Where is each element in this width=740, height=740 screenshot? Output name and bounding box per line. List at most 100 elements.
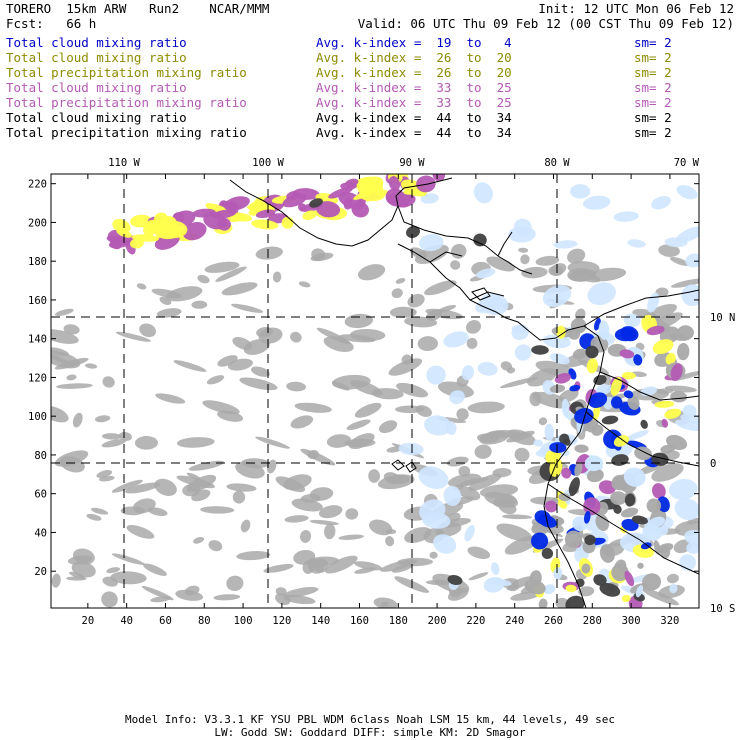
- cloud-cell-lightblue: [475, 297, 504, 314]
- cloud-cell-gray: [486, 256, 515, 272]
- cloud-cell-andes: [621, 372, 636, 380]
- cloud-cell-gray: [467, 546, 491, 560]
- legend-smoothing: sm= 2: [634, 50, 672, 65]
- cloud-cell-gray: [111, 553, 145, 565]
- cloud-cell-andes: [642, 524, 663, 541]
- cloud-cell-gray: [232, 337, 253, 350]
- border-3: [547, 483, 699, 575]
- cloud-cell-andes: [610, 396, 623, 409]
- cloud-cell-andes: [558, 493, 571, 502]
- legend-field-name: Total precipitation mixing ratio: [6, 95, 247, 110]
- cloud-cell-gray: [155, 393, 186, 404]
- cloud-cell-andes: [621, 594, 631, 603]
- cloud-cell-gray: [655, 287, 669, 298]
- cloud-cell-andes: [541, 547, 554, 560]
- cloud-core-dark: [531, 345, 549, 355]
- cloud-core-dark: [593, 375, 607, 385]
- cloud-cell-band: [351, 201, 369, 218]
- coastlines: [229, 177, 699, 608]
- cloud-cell-lightblue: [669, 583, 678, 594]
- cloud-cell-andes: [561, 398, 570, 418]
- cloud-cell-gray: [300, 448, 336, 466]
- legend-smoothing: sm= 2: [634, 35, 672, 50]
- cloud-core-dark: [601, 415, 619, 425]
- cloud-cell-gray: [535, 255, 560, 266]
- cloud-cell-andes: [620, 507, 639, 518]
- cloud-cell-andes: [574, 461, 583, 477]
- legend-kindex: Avg. k-index = 44 to 34: [316, 110, 512, 125]
- cloud-cell-gray: [338, 534, 364, 540]
- legend-row: Total cloud mixing ratio Avg. k-index = 4…: [6, 111, 734, 126]
- cloud-cell-gray: [101, 439, 126, 448]
- cloud-cell-gray: [275, 587, 287, 596]
- cloud-cell-gray: [310, 252, 334, 262]
- cloud-cell-gray: [538, 417, 548, 426]
- cloud-cell-lightblue: [426, 365, 446, 385]
- lat-label: 0: [710, 458, 716, 470]
- cloud-cell-gray: [283, 586, 319, 598]
- legend-row: Total precipitation mixing ratio Avg. k-i…: [6, 96, 734, 111]
- cloud-cell-andes: [583, 511, 591, 524]
- cloud-cell-gray: [102, 376, 115, 388]
- lat-label: 10 N: [710, 312, 735, 324]
- cloud-cell-gray: [324, 555, 358, 574]
- cloud-cell-andes: [549, 442, 567, 454]
- cloud-cell-lightblue: [553, 240, 578, 249]
- cloud-cell-andes: [670, 363, 683, 381]
- x-tick-label: 60: [159, 615, 172, 627]
- cloud-cell-gray: [446, 456, 469, 467]
- legend-smoothing: sm= 2: [634, 110, 672, 125]
- legend-row: Total cloud mixing ratio Avg. k-index = 3…: [6, 81, 734, 96]
- cloud-cell-lightblue: [475, 268, 496, 279]
- cloud-cell-andes: [574, 407, 594, 424]
- cloud-core-dark: [447, 574, 463, 586]
- cloud-cell-andes: [569, 384, 581, 392]
- cloud-cell-andes: [531, 532, 549, 550]
- cloud-cell-andes: [610, 491, 627, 505]
- cloud-cell-gray: [110, 571, 147, 585]
- lon-label: 90 W: [399, 157, 425, 169]
- cloud-core-dark: [406, 225, 420, 239]
- cloud-cell-gray: [200, 506, 235, 514]
- cloud-cell-andes: [570, 318, 587, 334]
- cloud-cell-gray: [389, 306, 417, 318]
- x-tick-label: 140: [311, 615, 330, 627]
- cloud-cell-gray: [670, 278, 699, 288]
- cloud-cell-gray: [150, 596, 171, 603]
- cloud-cell-andes: [595, 514, 610, 532]
- cloud-cell-gray: [309, 487, 334, 501]
- cloud-cell-lightblue: [570, 184, 591, 199]
- cloud-cell-andes: [654, 400, 675, 408]
- cloud-cell-gray: [466, 337, 478, 349]
- x-tick-label: 80: [198, 615, 211, 627]
- cloud-cell-band: [388, 176, 401, 191]
- legend-field-name: Total cloud mixing ratio: [6, 50, 187, 65]
- cloud-cell-gray: [567, 268, 595, 282]
- cloud-cell-gray: [474, 444, 492, 459]
- cloud-cell-andes: [588, 392, 608, 408]
- cloud-cell-gray: [302, 560, 315, 574]
- cloud-cell-gray: [85, 363, 98, 369]
- cloud-cell-andes: [565, 584, 577, 593]
- legend-smoothing: sm= 2: [634, 65, 672, 80]
- y-tick-label: 180: [28, 256, 47, 268]
- cloud-cell-band: [153, 221, 181, 240]
- cloud-core-dark: [473, 233, 487, 247]
- cloud-cell-andes: [646, 325, 665, 336]
- cloud-cell-gray: [506, 576, 534, 591]
- cloud-cell-lightblue: [651, 196, 671, 210]
- cloud-cell-gray: [499, 376, 539, 389]
- cloud-core-dark: [631, 515, 649, 525]
- y-tick-label: 120: [28, 372, 47, 384]
- cloud-cell-gray: [383, 472, 401, 485]
- header-row-2: Fcst: 66 h Valid: 06 UTC Thu 09 Feb 12 (…: [6, 17, 734, 32]
- lat-label: 10 S: [710, 603, 735, 615]
- cloud-cell-gray: [98, 475, 115, 482]
- y-tick-label: 80: [34, 450, 47, 462]
- legend-smoothing: sm= 2: [634, 95, 672, 110]
- ca-border-a: [429, 251, 463, 263]
- cloud-cell-gray: [391, 288, 403, 299]
- cloud-cell-lightblue: [449, 390, 465, 405]
- cloud-cell-gray: [567, 248, 586, 264]
- legend-field-name: Total cloud mixing ratio: [6, 35, 187, 50]
